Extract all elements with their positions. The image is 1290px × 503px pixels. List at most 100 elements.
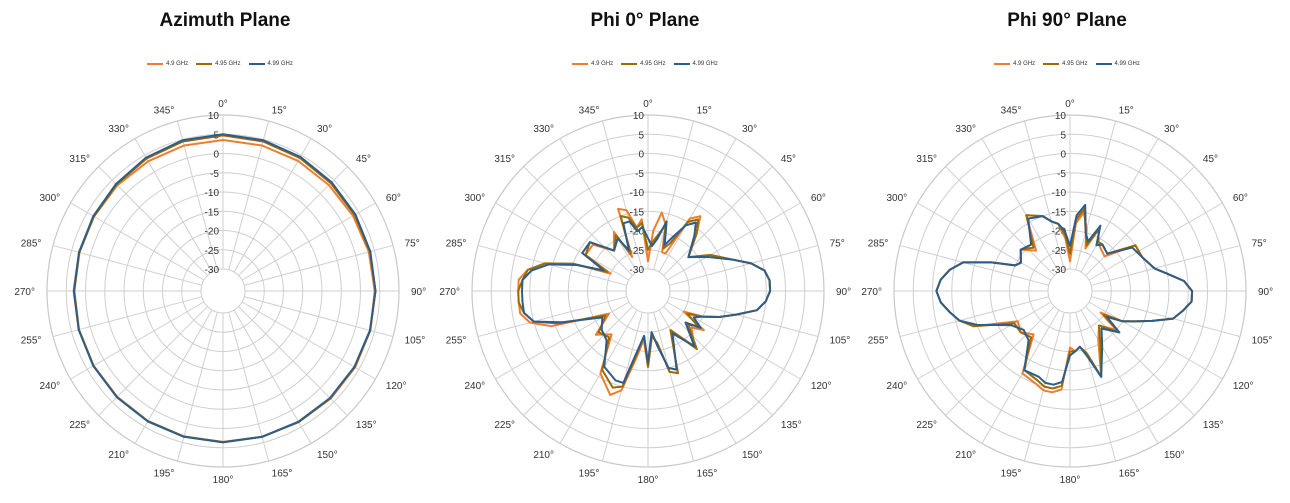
- legend-label: 4.95 GHz: [215, 61, 241, 67]
- radial-tick-label: -10: [205, 188, 220, 199]
- angle-tick-label: 255°: [21, 336, 42, 347]
- angle-tick-label: 315°: [69, 154, 90, 165]
- radial-tick-label: 0: [1060, 150, 1066, 161]
- chart-title: Phi 90° Plane: [1007, 10, 1127, 31]
- angle-tick-label: 90°: [836, 287, 851, 298]
- angle-tick-label: 30°: [317, 124, 332, 135]
- legend-label: 4.99 GHz: [1114, 61, 1140, 67]
- grid-spoke: [945, 306, 1055, 416]
- radial-tick-label: -25: [630, 246, 645, 257]
- angle-tick-label: 285°: [868, 238, 889, 249]
- angle-tick-label: 270°: [439, 287, 460, 298]
- angle-tick-label: 0°: [218, 99, 228, 110]
- grid-spoke: [917, 301, 1052, 380]
- radial-tick-label: 10: [633, 111, 645, 122]
- angle-tick-label: 180°: [1060, 475, 1081, 486]
- angle-tick-label: 330°: [955, 124, 976, 135]
- grid-spoke: [1080, 138, 1159, 273]
- angle-tick-label: 30°: [1164, 124, 1179, 135]
- grid-spoke: [653, 120, 695, 270]
- chart-title: Phi 0° Plane: [590, 10, 700, 31]
- legend-swatch: [196, 63, 213, 65]
- radial-tick-label: 10: [208, 111, 220, 122]
- grid-spoke: [1075, 312, 1117, 462]
- legend-item: 4.99 GHz: [248, 61, 293, 67]
- angle-tick-label: 165°: [697, 469, 718, 480]
- grid-spoke: [1088, 301, 1223, 380]
- legend-swatch: [621, 63, 638, 65]
- angle-tick-label: 180°: [213, 475, 234, 486]
- legend-label: 4.9 GHz: [1013, 61, 1036, 67]
- grid-spoke: [1085, 166, 1195, 276]
- radial-tick-label: -15: [630, 207, 645, 218]
- series-line: [521, 220, 772, 384]
- grid-spoke: [899, 244, 1049, 286]
- angle-tick-label: 135°: [781, 420, 802, 431]
- radial-tick-label: 0: [213, 150, 219, 161]
- grid-spoke: [1023, 120, 1065, 270]
- angle-tick-label: 345°: [579, 105, 600, 116]
- angle-tick-label: 15°: [272, 105, 287, 116]
- legend-item: 4.95 GHz: [621, 61, 666, 67]
- angle-tick-label: 120°: [1233, 381, 1254, 392]
- grid-spoke: [1091, 244, 1241, 286]
- chart-title: Azimuth Plane: [159, 10, 291, 31]
- angle-tick-label: 330°: [108, 124, 129, 135]
- grid-spoke: [1085, 306, 1195, 416]
- grid-spoke: [666, 202, 801, 281]
- series-line: [935, 211, 1194, 394]
- grid-spoke: [601, 120, 643, 270]
- grid-spoke: [945, 166, 1055, 276]
- angle-tick-label: 270°: [861, 287, 882, 298]
- radial-tick-label: -30: [630, 265, 645, 276]
- angle-tick-label: 255°: [868, 336, 889, 347]
- radial-tick-label: -10: [630, 188, 645, 199]
- grid-spoke: [98, 306, 208, 416]
- radial-tick-label: 10: [1055, 111, 1067, 122]
- angle-tick-label: 300°: [39, 193, 60, 204]
- angle-tick-label: 225°: [494, 420, 515, 431]
- legend-label: 4.99 GHz: [692, 61, 718, 67]
- grid-spoke: [244, 296, 394, 338]
- angle-tick-label: 135°: [356, 420, 377, 431]
- grid-spoke: [1075, 120, 1117, 270]
- radial-tick-label: -30: [1052, 265, 1067, 276]
- legend-swatch: [994, 63, 1011, 65]
- legend-item: 4.99 GHz: [1095, 61, 1140, 67]
- angle-tick-label: 90°: [1258, 287, 1273, 298]
- angle-tick-label: 195°: [579, 469, 600, 480]
- grid-spoke: [523, 306, 633, 416]
- grid-spoke: [669, 244, 819, 286]
- grid-spoke: [899, 296, 1049, 338]
- angle-tick-label: 180°: [638, 475, 659, 486]
- angle-tick-label: 210°: [955, 450, 976, 461]
- angle-tick-label: 90°: [411, 287, 426, 298]
- angle-tick-label: 225°: [69, 420, 90, 431]
- angle-tick-label: 0°: [643, 99, 653, 110]
- series-line: [72, 133, 377, 444]
- legend-label: 4.9 GHz: [591, 61, 614, 67]
- grid-spoke: [917, 202, 1052, 281]
- chart-panel-phi-0: Phi 0° Plane 4.9 GHz 4.95 GHz 4.99 GHz 0° 1…: [430, 0, 860, 503]
- grid-spoke: [1088, 202, 1223, 281]
- angle-tick-label: 150°: [742, 450, 763, 461]
- angle-tick-label: 285°: [446, 238, 467, 249]
- angle-tick-label: 240°: [39, 381, 60, 392]
- grid-spoke: [495, 202, 630, 281]
- grid-spoke: [663, 306, 773, 416]
- radial-tick-label: -20: [1052, 227, 1067, 238]
- angle-tick-label: 60°: [1233, 193, 1248, 204]
- polar-chart: 0° 15° 30° 45° 60° 75° 90° 105° 120° 135° 150° 165°…: [861, 99, 1273, 486]
- angle-tick-label: 300°: [886, 193, 907, 204]
- legend-swatch: [248, 63, 265, 65]
- polar-chart: 0° 15° 30° 45° 60° 75° 90° 105° 120° 135° 150° 165°…: [14, 99, 426, 486]
- legend-item: 4.9 GHz: [994, 61, 1035, 67]
- angle-tick-label: 150°: [1164, 450, 1185, 461]
- grid-spoke: [98, 166, 208, 276]
- radial-tick-label: -25: [1052, 246, 1067, 257]
- radial-tick-label: -15: [1052, 207, 1067, 218]
- angle-tick-label: 315°: [916, 154, 937, 165]
- chart-legend: 4.9 GHz 4.95 GHz 4.99 GHz: [852, 61, 1282, 67]
- grid-spoke: [52, 244, 202, 286]
- angle-tick-label: 15°: [1119, 105, 1134, 116]
